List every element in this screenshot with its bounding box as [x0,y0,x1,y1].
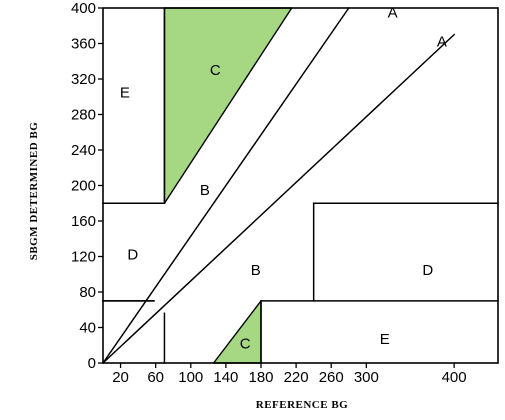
y-tick-label: 320 [71,71,96,88]
y-tick-label: 280 [71,107,96,124]
x-tick-label: 100 [178,369,203,386]
y-tick-label: 240 [71,142,96,159]
axis-ticks: 0 40 80 120 160 200 240 280 320 360 400 20 60 100 140 1… [71,0,467,386]
y-tick-label: 40 [79,320,96,337]
x-tick-label: 300 [354,369,379,386]
y-tick-label: 360 [71,36,96,53]
x-tick-label: 60 [147,369,164,386]
zone-label-d: D [127,247,138,264]
zone-label-b: B [251,262,261,279]
y-tick-label: 200 [71,178,96,195]
x-axis-title: REFERENCE BG [256,399,349,411]
x-tick-label: 400 [442,369,467,386]
zone-label-e: E [120,84,130,101]
zone-label-b: B [200,182,210,199]
highlighted-regions [163,7,293,364]
y-tick-label: 80 [79,284,96,301]
zone-boundary-lines [101,6,499,365]
zone-label-c: C [210,62,221,79]
zone-label-a: A [388,4,398,21]
plot-frame [102,7,499,364]
x-tick-label: 260 [319,369,344,386]
boundary-line-1 [101,6,350,365]
zone-label-d: D [422,262,433,279]
zone-label-a: A [437,34,447,51]
zone-c-region-2 [212,300,262,364]
zone-c-region-1 [163,7,293,204]
boundary-line-2 [101,33,456,365]
y-axis-title: SBGM DETERMINED BG [28,122,40,261]
x-tick-label: 180 [248,369,273,386]
y-tick-label: 0 [88,355,96,372]
y-tick-label: 120 [71,249,96,266]
x-tick-label: 20 [112,369,129,386]
zone-label-c: C [240,335,251,352]
zone-label-e: E [380,331,390,348]
x-tick-label: 220 [284,369,309,386]
x-tick-label: 140 [213,369,238,386]
y-tick-label: 160 [71,213,96,230]
y-tick-label: 400 [71,0,96,17]
zone-labels: E C A A B D B D C E [120,4,447,352]
